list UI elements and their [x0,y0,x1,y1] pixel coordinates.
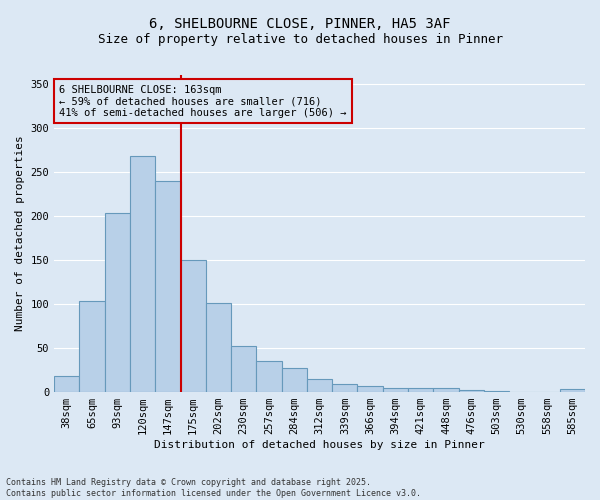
Bar [130,156,155,392]
Text: Contains HM Land Registry data © Crown copyright and database right 2025.
Contai: Contains HM Land Registry data © Crown c… [6,478,421,498]
Bar [408,388,433,392]
Bar [383,388,408,392]
Bar [332,384,358,392]
Bar [105,214,130,392]
Bar [54,376,79,392]
Bar [231,346,256,392]
X-axis label: Distribution of detached houses by size in Pinner: Distribution of detached houses by size … [154,440,485,450]
Bar [458,390,484,392]
Bar [433,388,458,392]
Y-axis label: Number of detached properties: Number of detached properties [15,136,25,332]
Bar [206,303,231,392]
Bar [307,379,332,392]
Bar [484,391,509,392]
Bar [281,368,307,392]
Bar [560,390,585,392]
Bar [256,362,281,392]
Bar [181,260,206,392]
Bar [358,386,383,392]
Bar [79,302,105,392]
Text: Size of property relative to detached houses in Pinner: Size of property relative to detached ho… [97,32,503,46]
Bar [155,180,181,392]
Text: 6 SHELBOURNE CLOSE: 163sqm
← 59% of detached houses are smaller (716)
41% of sem: 6 SHELBOURNE CLOSE: 163sqm ← 59% of deta… [59,84,347,117]
Text: 6, SHELBOURNE CLOSE, PINNER, HA5 3AF: 6, SHELBOURNE CLOSE, PINNER, HA5 3AF [149,18,451,32]
